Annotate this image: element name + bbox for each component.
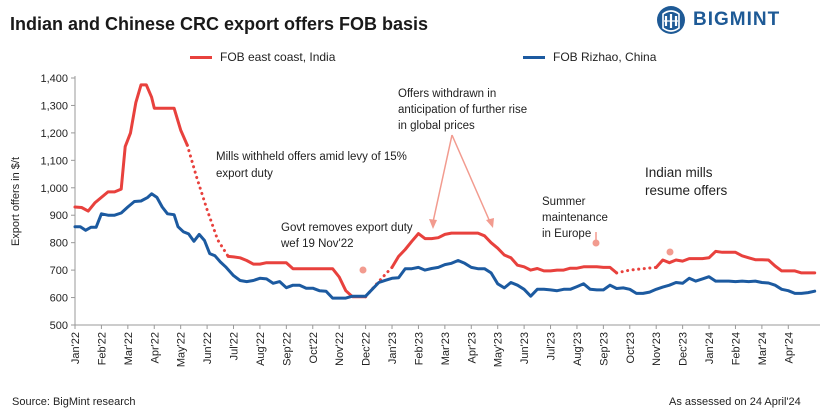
- callout-arrowhead-apr23: [486, 218, 494, 228]
- legend-entry-china: FOB Rizhao, China: [523, 50, 656, 64]
- x-tick-label: Apr'24: [783, 332, 795, 363]
- x-tick-label: Dec'23: [678, 332, 690, 366]
- y-axis-title: Export offers in $/t: [10, 157, 22, 246]
- callout-arrowhead-feb23: [429, 219, 437, 229]
- x-tick-label: Mar'23: [440, 332, 452, 365]
- axes-group: 500 600 700 800 900 1,000 1,100 1,200 1,300 1,400…: [10, 73, 820, 367]
- x-tick-label: Sep'23: [598, 332, 610, 366]
- x-tick-label: Mar'24: [757, 332, 769, 365]
- annotation-govt-removes: wef 19 Nov'22: [280, 238, 354, 250]
- bigmint-logo: BIGMINT: [655, 6, 780, 34]
- chart-title: Indian and Chinese CRC export offers FOB…: [10, 14, 429, 34]
- legend-swatch-india: [190, 55, 212, 59]
- x-tick-label: Sep'22: [281, 332, 293, 366]
- assessed-note: As assessed on 24 April'24: [669, 396, 801, 408]
- x-tick-label: Aug'23: [572, 332, 584, 366]
- x-tick-label: Jul'22: [229, 332, 241, 360]
- series-line-india-dotted: [185, 143, 230, 258]
- marker-indian-mills-resume-dot: [666, 248, 674, 256]
- y-tick-label: 800: [50, 238, 68, 250]
- source-note: Source: BigMint research: [12, 396, 136, 408]
- legend-entry-india: FOB east coast, India: [190, 50, 335, 64]
- marker-summer-maintenance-dot: [592, 239, 600, 247]
- y-tick-label: 1,000: [40, 183, 68, 195]
- x-tick-label: Dec'22: [361, 332, 373, 366]
- x-tick-label: Oct'22: [308, 332, 320, 363]
- series-line-india: [226, 254, 368, 299]
- series-line-china: [73, 192, 817, 300]
- x-tick-label: Jul'23: [546, 332, 558, 360]
- series-line-india: [654, 249, 817, 275]
- series-line-india: [73, 83, 189, 213]
- annotation-indian-mills-resume: resume offers: [645, 183, 728, 198]
- x-tick-label: Jun'22: [202, 332, 214, 364]
- x-tick-label: May'23: [493, 332, 505, 367]
- y-tick-label: 1,300: [40, 100, 68, 112]
- annotation-summer-maintenance: maintenance: [542, 212, 608, 224]
- y-tick-label: 1,100: [40, 155, 68, 167]
- x-tick-label: Nov'23: [651, 332, 663, 366]
- x-tick-label: Feb'24: [730, 332, 742, 365]
- x-tick-label: Oct'23: [625, 332, 637, 363]
- x-tick-label: Apr'22: [149, 332, 161, 363]
- x-tick-label: Jan'23: [387, 332, 399, 364]
- bigmint-globe-icon: [657, 6, 685, 34]
- y-tick-label: 700: [50, 265, 68, 277]
- annotation-mills-withheld: Mills withheld offers amid levy of 15%: [216, 151, 407, 163]
- x-tick-label: Jun'23: [519, 332, 531, 364]
- x-tick-label: Jan'24: [704, 332, 716, 364]
- y-tick-label: 1,400: [40, 73, 68, 85]
- legend-label-china: FOB Rizhao, China: [553, 50, 657, 64]
- annotation-offers-withdrawn: Offers withdrawn in: [398, 88, 496, 100]
- marker-govt-removes-dot: [359, 266, 367, 274]
- annotations-group: Mills withheld offers amid levy of 15% ex…: [216, 88, 728, 274]
- chart-legend: FOB east coast, India FOB Rizhao, China: [0, 50, 834, 66]
- y-tick-label: 1,200: [40, 128, 68, 140]
- legend-label-india: FOB east coast, India: [220, 50, 336, 64]
- callout-line-feb23: [432, 134, 453, 223]
- x-tick-label: Nov'22: [334, 332, 346, 366]
- callout-line-apr23: [451, 134, 491, 223]
- x-tick-label: Jan'22: [70, 332, 82, 364]
- series-group: [73, 83, 817, 300]
- annotation-mills-withheld: export duty: [216, 168, 273, 180]
- x-tick-label: May'22: [176, 332, 188, 367]
- y-tick-label: 600: [50, 293, 68, 305]
- x-tick-label: Feb'22: [96, 332, 108, 365]
- series-line-india: [390, 231, 619, 275]
- annotation-summer-maintenance: in Europe: [542, 228, 591, 240]
- annotation-govt-removes: Govt removes export duty: [281, 222, 413, 234]
- x-tick-label: Aug'22: [255, 332, 267, 366]
- logo-text: BIGMINT: [693, 9, 781, 30]
- x-tick-label: Mar'22: [123, 332, 135, 365]
- series-line-india-dotted: [615, 265, 658, 275]
- x-tick-label: Apr'23: [466, 332, 478, 363]
- annotation-summer-maintenance: Summer: [542, 196, 586, 208]
- legend-swatch-china: [523, 55, 545, 59]
- annotation-offers-withdrawn: anticipation of further rise: [398, 104, 527, 116]
- annotation-offers-withdrawn: in global prices: [398, 120, 475, 132]
- y-tick-label: 500: [50, 320, 68, 332]
- y-tick-label: 900: [50, 210, 68, 222]
- x-tick-label: Feb'23: [413, 332, 425, 365]
- annotation-indian-mills-resume: Indian mills: [645, 165, 713, 180]
